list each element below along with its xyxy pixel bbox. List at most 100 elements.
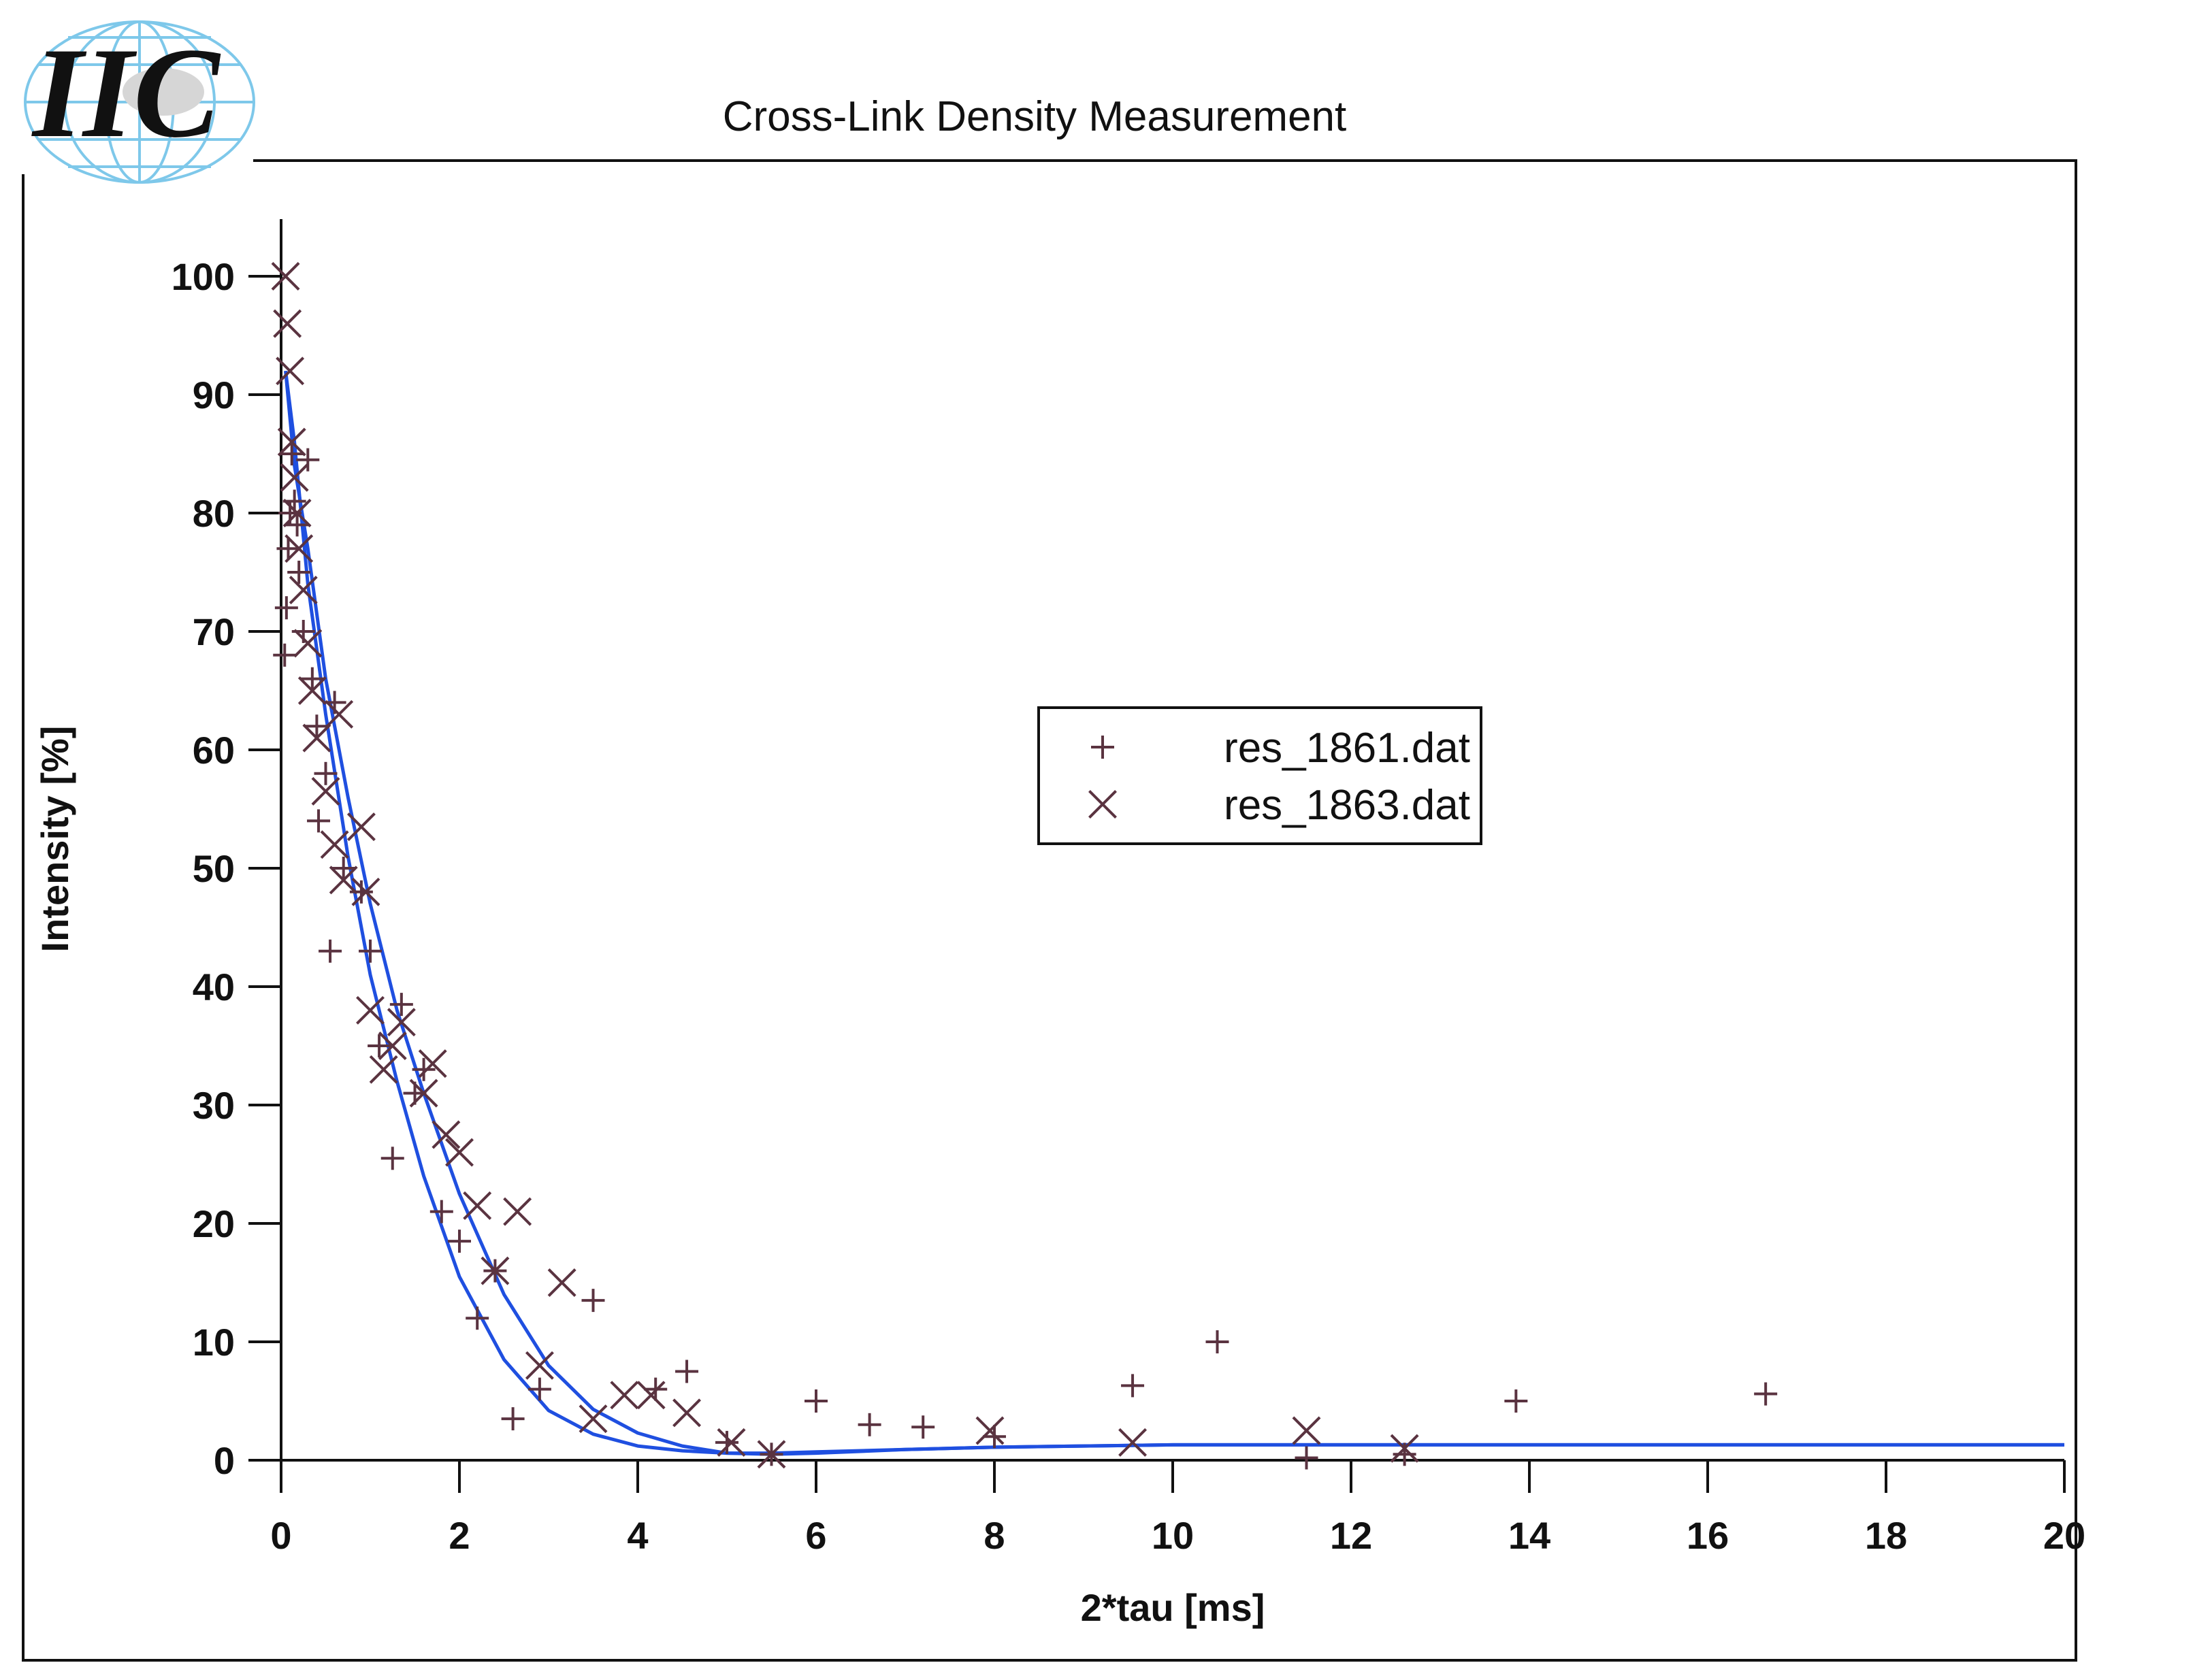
data-point-cross bbox=[311, 776, 340, 806]
x-axis: 0 2 4 6 8 10 12 14 16 18 20 bbox=[270, 1459, 2085, 1557]
logo-text: IIC bbox=[31, 22, 221, 165]
x-tick-label: 4 bbox=[627, 1514, 648, 1557]
data-point-cross bbox=[418, 1049, 447, 1078]
data-point-cross bbox=[271, 262, 300, 291]
data-point-plus bbox=[300, 667, 324, 691]
x-tick-label: 12 bbox=[1330, 1514, 1372, 1557]
data-point-cross bbox=[387, 1008, 416, 1037]
y-axis-label: Intensity [%] bbox=[33, 726, 76, 953]
fit-curves bbox=[284, 370, 2064, 1456]
y-tick-label: 90 bbox=[193, 374, 235, 416]
data-point-plus bbox=[285, 513, 309, 537]
data-point-cross bbox=[409, 1078, 438, 1108]
data-point-plus bbox=[274, 596, 298, 620]
data-point-cross bbox=[378, 1032, 407, 1060]
x-tick-label: 8 bbox=[984, 1514, 1005, 1557]
data-markers bbox=[271, 262, 1778, 1470]
data-point-cross bbox=[503, 1197, 532, 1226]
data-point-cross bbox=[285, 534, 314, 563]
data-point-cross bbox=[369, 1055, 398, 1084]
y-tick-label: 100 bbox=[172, 255, 235, 298]
data-point-plus bbox=[1504, 1389, 1528, 1413]
data-point-cross bbox=[329, 866, 358, 895]
y-tick-label: 30 bbox=[193, 1084, 235, 1127]
x-tick-label: 16 bbox=[1687, 1514, 1729, 1557]
legend: res_1861.dat res_1863.dat bbox=[1037, 706, 1482, 845]
legend-cross-icon bbox=[1088, 790, 1117, 819]
data-point-cross bbox=[463, 1191, 492, 1220]
x-tick-label: 20 bbox=[2043, 1514, 2085, 1557]
data-point-plus bbox=[276, 537, 300, 561]
y-tick-label: 80 bbox=[193, 492, 235, 535]
y-tick-label: 20 bbox=[193, 1202, 235, 1245]
data-point-cross bbox=[1292, 1416, 1321, 1445]
data-point-cross bbox=[293, 629, 323, 658]
data-point-plus bbox=[389, 993, 413, 1017]
data-point-cross bbox=[757, 1440, 786, 1469]
y-tick-label: 40 bbox=[193, 966, 235, 1008]
data-point-plus bbox=[858, 1413, 881, 1436]
data-point-cross bbox=[273, 309, 302, 338]
legend-plus-icon bbox=[1091, 736, 1114, 759]
data-point-plus bbox=[911, 1415, 935, 1439]
fit-curve-2 bbox=[284, 370, 2064, 1456]
x-tick-label: 10 bbox=[1152, 1514, 1194, 1557]
data-point-cross bbox=[351, 877, 380, 906]
data-point-cross bbox=[717, 1428, 746, 1457]
data-point-cross bbox=[481, 1256, 510, 1285]
data-point-plus bbox=[581, 1289, 605, 1313]
data-point-plus bbox=[296, 448, 320, 472]
data-point-cross bbox=[445, 1138, 474, 1167]
data-point-cross bbox=[610, 1381, 639, 1410]
y-axis: 0 10 20 30 40 50 60 70 80 90 100 bbox=[172, 219, 282, 1482]
data-point-cross bbox=[289, 576, 318, 605]
data-point-cross bbox=[346, 812, 376, 842]
data-point-plus bbox=[805, 1389, 828, 1413]
data-point-cross bbox=[636, 1381, 666, 1410]
data-point-plus bbox=[1754, 1382, 1778, 1406]
x-tick-label: 0 bbox=[270, 1514, 291, 1557]
data-point-plus bbox=[675, 1360, 699, 1383]
data-point-plus bbox=[501, 1407, 525, 1431]
data-point-plus bbox=[1121, 1374, 1145, 1398]
data-point-plus bbox=[331, 857, 355, 880]
data-point-plus bbox=[412, 1057, 436, 1081]
continent-shape bbox=[123, 68, 204, 116]
legend-entry-label: res_1861.dat bbox=[1224, 725, 1470, 772]
x-tick-label: 14 bbox=[1508, 1514, 1550, 1557]
data-point-plus bbox=[1205, 1330, 1229, 1353]
data-point-plus bbox=[527, 1377, 551, 1401]
data-point-cross bbox=[282, 499, 312, 527]
data-point-cross bbox=[297, 676, 327, 705]
data-point-plus bbox=[1295, 1446, 1318, 1470]
data-point-cross bbox=[975, 1416, 1005, 1445]
data-point-cross bbox=[579, 1404, 608, 1434]
plot-frame bbox=[22, 159, 2077, 1662]
data-point-cross bbox=[547, 1268, 576, 1297]
data-point-cross bbox=[302, 723, 331, 753]
data-point-cross bbox=[1390, 1434, 1419, 1463]
x-axis-label: 2*tau [ms] bbox=[1081, 1586, 1265, 1629]
data-point-plus bbox=[368, 1034, 391, 1057]
data-point-plus bbox=[466, 1306, 489, 1330]
data-point-cross bbox=[432, 1120, 461, 1149]
data-point-plus bbox=[715, 1430, 738, 1454]
y-tick-label: 50 bbox=[193, 847, 235, 890]
data-point-cross bbox=[276, 357, 305, 386]
data-point-cross bbox=[525, 1351, 554, 1380]
data-point-cross bbox=[672, 1398, 702, 1428]
data-point-plus bbox=[280, 442, 304, 465]
data-point-plus bbox=[307, 809, 331, 833]
data-point-cross bbox=[280, 463, 309, 492]
data-point-cross bbox=[1118, 1428, 1148, 1457]
y-tick-label: 10 bbox=[193, 1321, 235, 1364]
data-point-cross bbox=[325, 699, 354, 729]
data-point-plus bbox=[429, 1200, 453, 1223]
y-tick-label: 70 bbox=[193, 610, 235, 653]
data-point-cross bbox=[320, 830, 349, 859]
data-point-plus bbox=[448, 1230, 471, 1253]
data-point-cross bbox=[356, 995, 385, 1025]
y-tick-label: 0 bbox=[214, 1439, 235, 1482]
chart-title: Cross-Link Density Measurement bbox=[723, 93, 1347, 140]
